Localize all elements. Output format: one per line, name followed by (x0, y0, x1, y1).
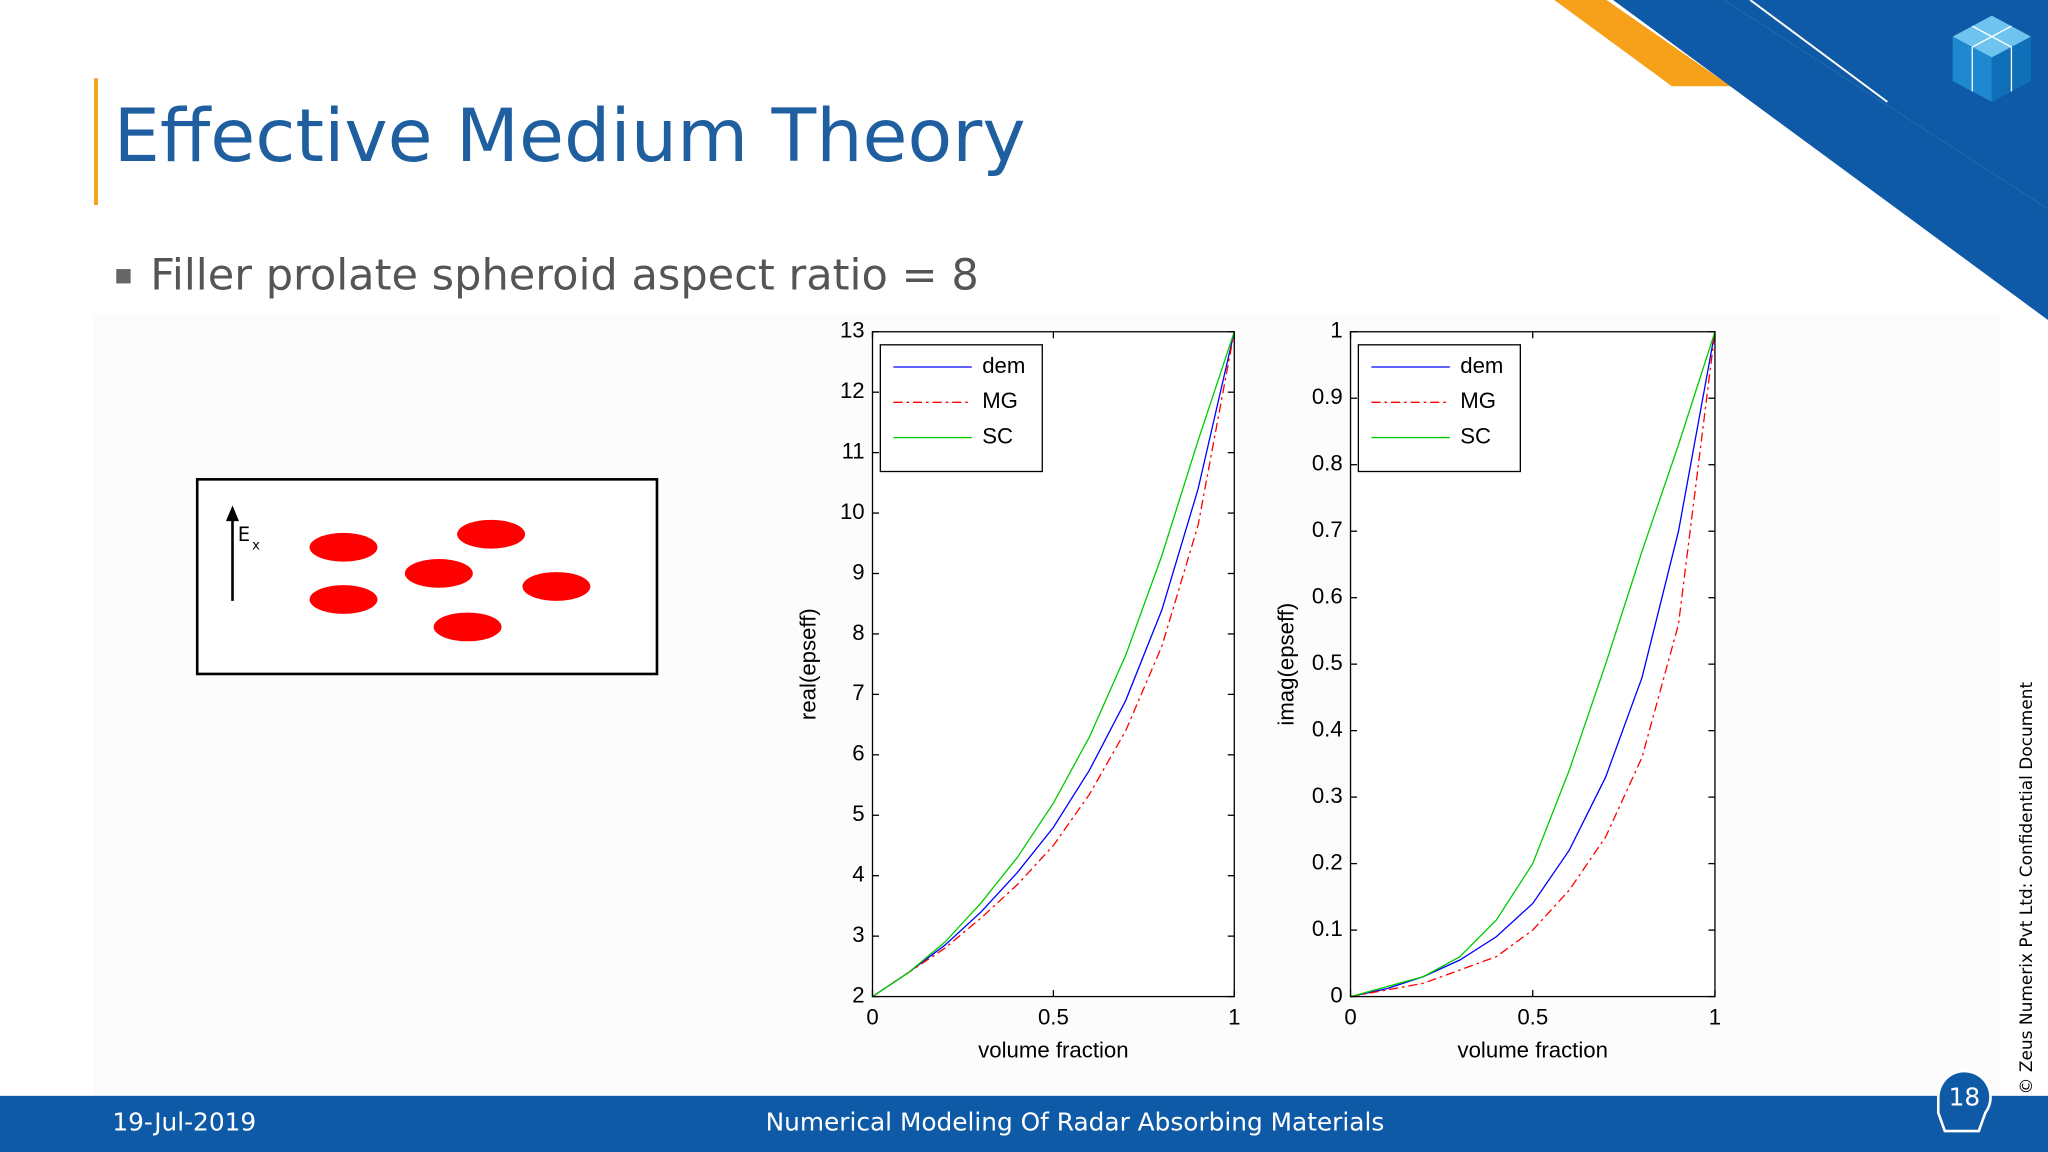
bullet-text: Filler prolate spheroid aspect ratio = 8 (150, 251, 979, 301)
x-tick-label: 0 (866, 1005, 878, 1030)
field-subscript: x (252, 538, 260, 553)
field-label: E (238, 523, 250, 546)
y-tick-label: 11 (842, 438, 865, 463)
legend-label: MG (1460, 388, 1496, 413)
y-tick-label: 8 (852, 620, 864, 645)
x-tick-label: 1 (1228, 1005, 1240, 1030)
title-accent (94, 78, 98, 206)
legend-label: MG (982, 388, 1018, 413)
y-tick-label: 4 (852, 862, 864, 887)
y-axis-label: imag(epseff) (1274, 603, 1299, 726)
y-tick-label: 0.3 (1312, 783, 1343, 808)
decor-line (1749, 0, 1888, 103)
y-tick-label: 6 (852, 741, 864, 766)
y-tick-label: 3 (852, 922, 864, 947)
y-tick-label: 13 (840, 318, 865, 343)
bullet-marker (116, 269, 131, 284)
series-line (1350, 331, 1716, 998)
x-axis-label: volume fraction (978, 1037, 1128, 1062)
page-number: 18 (1949, 1082, 1981, 1111)
slide-title: Effective Medium Theory (114, 94, 1026, 179)
plot-frame (1349, 331, 1716, 998)
y-tick-label: 0.7 (1312, 517, 1343, 542)
decor-stripe (1554, 0, 1731, 87)
y-tick-label: 1 (1330, 318, 1342, 343)
y-tick-label: 12 (840, 378, 865, 403)
series-line (872, 331, 1235, 998)
legend-label: SC (1460, 423, 1491, 448)
legend-label: dem (1460, 353, 1503, 378)
particles (309, 519, 591, 642)
y-tick-label: 0.9 (1312, 384, 1343, 409)
decor-stripe (1613, 0, 2048, 320)
field-arrow-head (225, 505, 240, 522)
series-line (872, 331, 1235, 998)
y-axis-label: real(epseff) (796, 608, 821, 720)
legend-box (1357, 344, 1521, 473)
plot-frame (871, 331, 1235, 998)
series-line (1350, 331, 1716, 998)
y-tick-label: 0.5 (1312, 650, 1343, 675)
y-tick-label: 0.8 (1312, 451, 1343, 476)
footer-date: 19-Jul-2019 (112, 1107, 256, 1136)
y-tick-label: 0.1 (1312, 916, 1343, 941)
y-tick-label: 9 (852, 559, 864, 584)
series-line (872, 331, 1235, 998)
logo-cube (1952, 15, 2032, 102)
footer-bar (0, 1095, 2048, 1152)
page-badge (1936, 1069, 1992, 1133)
footer-title: Numerical Modeling Of Radar Absorbing Ma… (766, 1107, 1385, 1136)
y-tick-label: 7 (852, 680, 864, 705)
y-tick-label: 0.4 (1312, 717, 1343, 742)
x-tick-label: 1 (1709, 1005, 1721, 1030)
x-axis-label: volume fraction (1458, 1037, 1608, 1062)
legend-label: dem (982, 353, 1025, 378)
y-tick-label: 0 (1330, 982, 1342, 1007)
x-tick-label: 0 (1344, 1005, 1356, 1030)
y-tick-label: 5 (852, 801, 864, 826)
x-tick-label: 0.5 (1038, 1005, 1069, 1030)
side-note: © Zeus Numerix Pvt Ltd: Confidential Doc… (2017, 681, 2037, 1094)
y-tick-label: 0.2 (1312, 849, 1343, 874)
legend-box (879, 344, 1043, 473)
y-tick-label: 10 (840, 499, 865, 524)
y-tick-label: 0.6 (1312, 584, 1343, 609)
y-tick-label: 2 (852, 982, 864, 1007)
legend-label: SC (982, 423, 1013, 448)
x-tick-label: 0.5 (1517, 1005, 1548, 1030)
